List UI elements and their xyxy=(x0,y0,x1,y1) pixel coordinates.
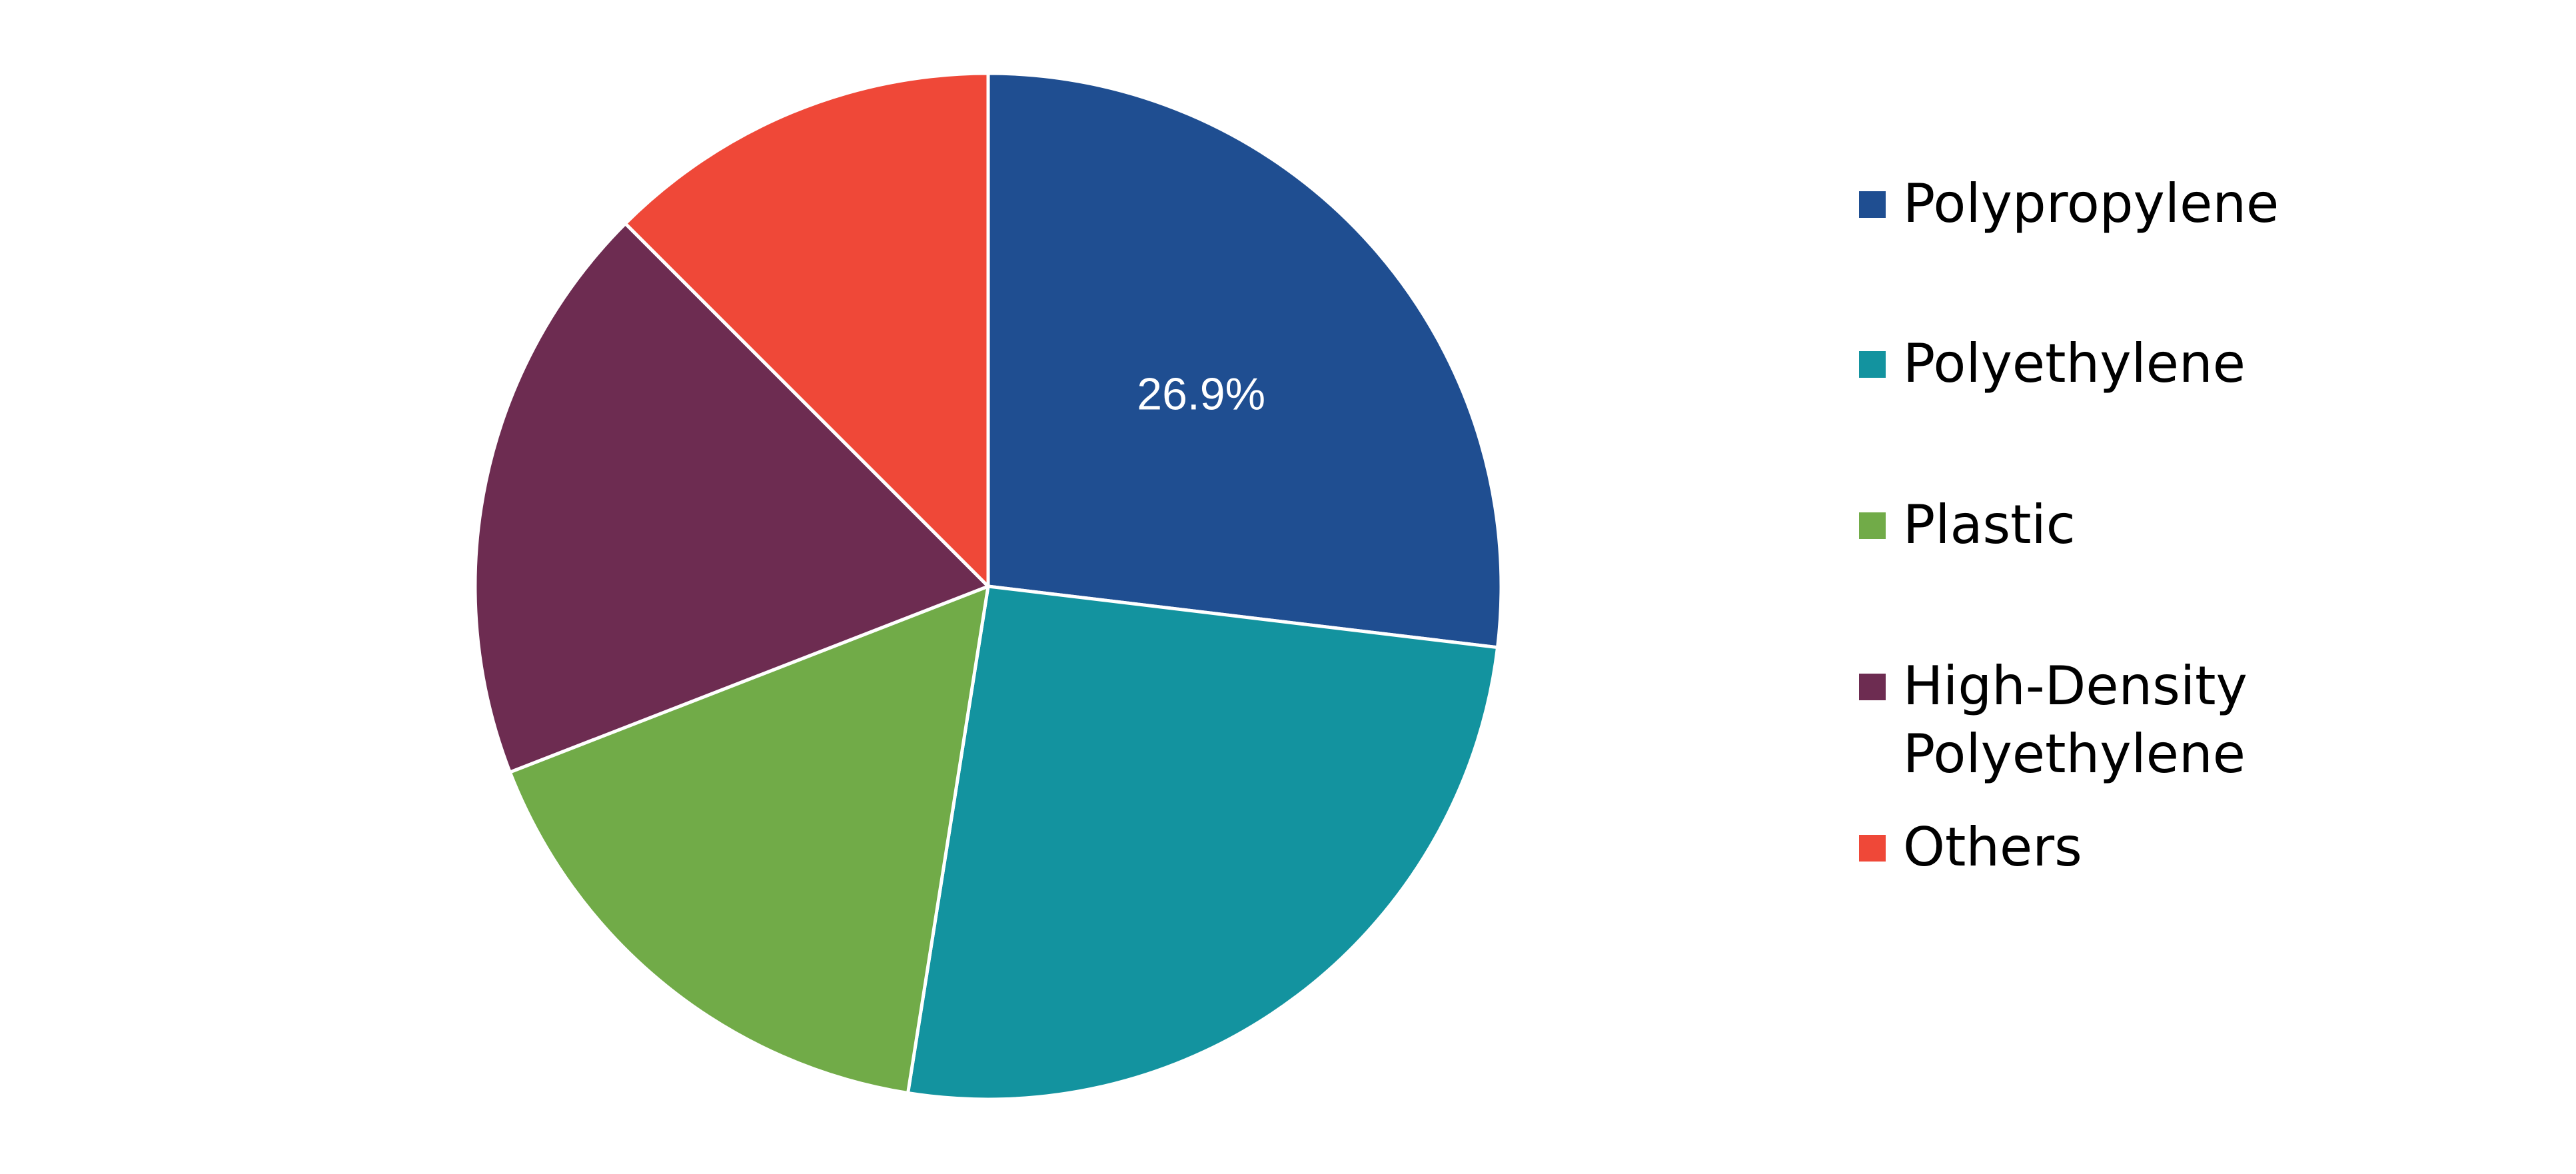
pie-slice-high-density-polyethylene xyxy=(473,222,990,774)
legend-swatch xyxy=(1859,351,1886,378)
legend-swatch xyxy=(1859,512,1886,539)
data-label-polypropylene: 26.9% xyxy=(1137,368,1265,419)
legend-swatch xyxy=(1859,674,1886,700)
pie-slice-polypropylene xyxy=(986,71,1503,650)
legend-item-plastic: Plastic xyxy=(1859,491,2076,559)
legend-item-polyethylene: Polyethylene xyxy=(1859,330,2246,398)
pie-slice-polyethylene xyxy=(906,584,1500,1101)
legend-label: Plastic xyxy=(1903,494,2076,556)
pie-slice-others xyxy=(624,71,990,588)
legend-swatch xyxy=(1859,191,1886,218)
pie-data-labels: 26.9% xyxy=(1137,368,1265,419)
legend-item-high-density-polyethylene: High-Density Polyethylene xyxy=(1859,652,2248,788)
pie-slice-plastic xyxy=(508,584,990,1095)
legend-swatch xyxy=(1859,835,1886,862)
legend-label: Polyethylene xyxy=(1903,332,2246,394)
pie-slices xyxy=(473,71,1503,1101)
legend-label: High-Density Polyethylene xyxy=(1903,655,2248,785)
legend-label: Others xyxy=(1903,816,2082,878)
legend-item-others: Others xyxy=(1859,814,2082,881)
legend-item-polypropylene: Polypropylene xyxy=(1859,170,2279,238)
legend-label: Polypropylene xyxy=(1903,173,2279,235)
